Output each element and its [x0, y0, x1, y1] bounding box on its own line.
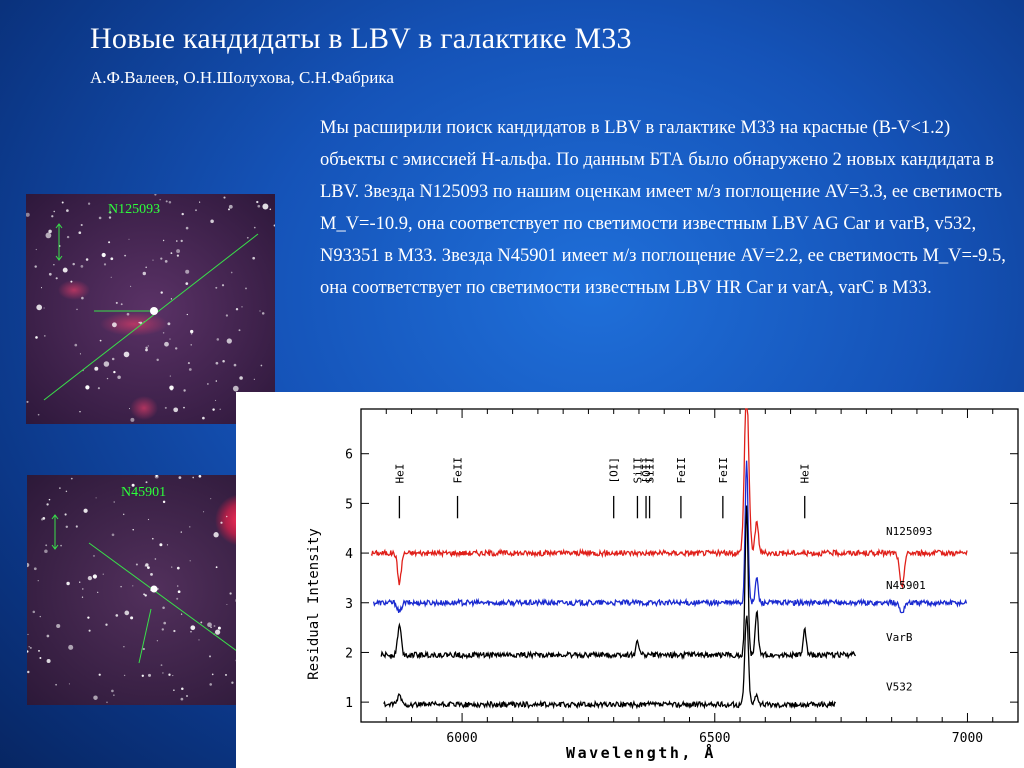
spectrum-line: [383, 615, 837, 710]
starfield-label: N45901: [121, 485, 167, 500]
y-tick-label: 6: [345, 448, 353, 463]
x-axis-label: Wavelength, Å: [566, 743, 716, 762]
slide-title: Новые кандидаты в LBV в галактике M33: [90, 22, 632, 55]
slide-abstract: Мы расширили поиск кандидатов в LBV в га…: [320, 118, 1006, 298]
slide-authors: А.Ф.Валеев, О.Н.Шолухова, С.Н.Фабрика: [90, 68, 394, 87]
y-tick-label: 4: [345, 547, 353, 562]
x-axis-ticks: 6000 6500 7000: [385, 409, 994, 746]
series-labels: N125093 N45901 VarB V532: [886, 525, 932, 694]
line-id-label: FeII: [675, 457, 688, 484]
y-tick-label: 2: [345, 646, 353, 661]
line-id-label: HeI: [799, 464, 812, 484]
line-id-label: FeII: [717, 457, 730, 484]
spectrum-line: [380, 505, 856, 661]
line-id-label: FeII: [452, 457, 465, 484]
x-tick-label: 7000: [952, 731, 983, 746]
series-label: N125093: [886, 525, 932, 538]
y-tick-label: 5: [345, 497, 353, 512]
y-axis-ticks: 1 2 3 4 5 6: [345, 448, 1018, 711]
series-label: VarB: [886, 631, 913, 644]
x-tick-label: 6000: [446, 731, 477, 746]
line-identifications: HeI FeII [OI] SiII[OI]SiII FeII FeII HeI: [393, 457, 812, 519]
starfield-image-n125093: N125093: [26, 194, 275, 424]
line-id-label: SiII: [644, 457, 657, 484]
spectra-series: [370, 408, 968, 710]
star-dots: [26, 194, 275, 424]
line-id-label: SiII: [631, 457, 644, 484]
line-id-label: [OI]: [640, 457, 653, 484]
x-tick-label: 6500: [699, 731, 730, 746]
plot-frame: [360, 408, 1019, 723]
starfield-label: N125093: [108, 202, 161, 217]
y-tick-label: 3: [345, 597, 353, 612]
y-tick-label: 1: [345, 696, 353, 711]
series-label: V532: [886, 681, 913, 694]
y-axis-label: Residual Intensity: [306, 528, 322, 680]
line-id-label: HeI: [393, 464, 406, 484]
line-id-label: [OI]: [608, 457, 621, 484]
spectrum-line: [370, 408, 968, 590]
spectrum-line: [372, 460, 968, 614]
series-label: N45901: [886, 579, 926, 592]
